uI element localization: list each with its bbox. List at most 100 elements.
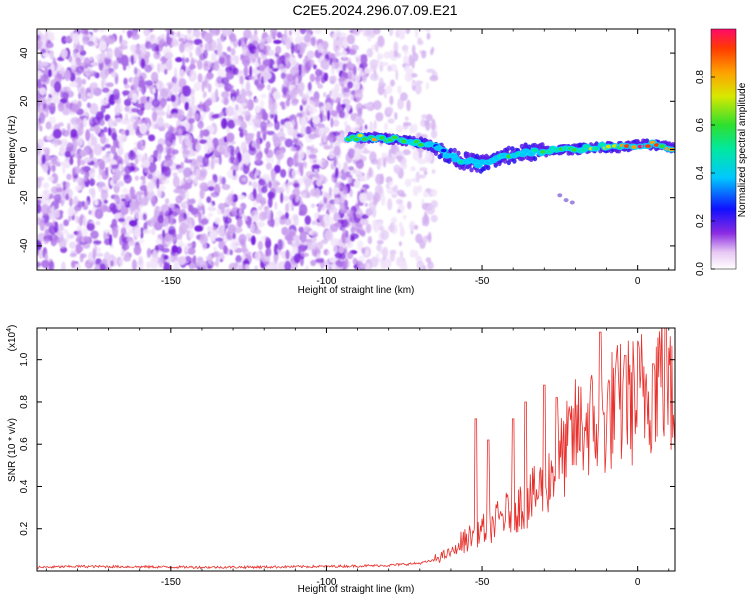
noise-blob <box>95 221 101 226</box>
spectrogram-x-axis: -150 -100 -50 0 <box>45 29 670 287</box>
noise-blob <box>242 152 251 164</box>
noise-blob <box>377 52 381 64</box>
noise-blob <box>164 224 169 234</box>
noise-blob <box>213 251 221 258</box>
noise-blob <box>195 256 204 268</box>
noise-blob <box>347 70 353 81</box>
noise-blob <box>291 169 296 178</box>
noise-blob <box>143 29 151 37</box>
noise-blob <box>178 37 185 42</box>
noise-blob <box>167 158 173 167</box>
noise-blob <box>353 150 361 161</box>
noise-blob <box>177 256 187 266</box>
noise-blob <box>389 95 394 106</box>
noise-blob <box>182 201 186 211</box>
noise-blob <box>212 63 220 71</box>
noise-blob <box>343 38 348 49</box>
noise-blob <box>122 90 131 96</box>
noise-blob <box>199 233 208 246</box>
noise-blob <box>316 179 322 187</box>
noise-blob <box>400 29 407 34</box>
noise-blob <box>338 110 346 119</box>
noise-blob <box>279 101 286 107</box>
noise-blob <box>204 99 212 107</box>
noise-blob <box>155 237 162 245</box>
noise-blob <box>252 201 258 206</box>
noise-blob <box>304 177 312 187</box>
noise-blob <box>91 116 101 126</box>
noise-blob <box>320 239 329 245</box>
noise-blob <box>356 102 363 114</box>
noise-blob <box>92 259 96 266</box>
signal-core <box>401 139 408 144</box>
noise-blob <box>387 65 392 72</box>
noise-blob <box>199 43 203 48</box>
noise-blob <box>323 72 329 82</box>
noise-blob <box>65 102 71 109</box>
noise-blob <box>243 251 252 256</box>
noise-blob <box>335 260 341 266</box>
noise-blob <box>240 238 245 247</box>
noise-blob <box>111 205 117 215</box>
colorbar-tick-label: 0.0 <box>695 262 706 276</box>
y-tick-label: 0.8 <box>19 395 30 409</box>
noise-blob <box>49 116 56 125</box>
noise-blob <box>267 34 272 44</box>
noise-blob <box>124 165 132 174</box>
noise-blob <box>189 51 193 59</box>
x-tick-label: -50 <box>475 276 490 287</box>
noise-blob <box>50 62 55 73</box>
noise-blob <box>248 180 252 186</box>
signal-core <box>472 159 479 164</box>
noise-blob <box>140 58 146 69</box>
noise-blob <box>128 219 138 227</box>
noise-blob <box>242 46 248 56</box>
noise-blob <box>310 259 317 267</box>
noise-blob <box>287 126 295 136</box>
noise-blob <box>171 203 175 212</box>
noise-blob <box>44 30 49 42</box>
noise-blob <box>363 67 373 74</box>
noise-blob <box>273 216 280 227</box>
noise-blob <box>134 209 140 219</box>
signal-tail <box>557 193 563 198</box>
noise-blob <box>83 215 87 227</box>
noise-blob <box>354 93 363 98</box>
noise-blob <box>90 230 99 239</box>
noise-blob <box>89 178 96 187</box>
noise-blob <box>163 261 171 270</box>
signal-band <box>635 139 640 145</box>
noise-blob <box>323 92 327 98</box>
y-tick-label: -20 <box>19 190 30 205</box>
noise-blob <box>144 64 153 73</box>
noise-blob <box>205 106 210 112</box>
noise-blob <box>65 230 70 243</box>
noise-blob <box>317 45 324 50</box>
noise-blob <box>64 181 70 189</box>
noise-blob <box>75 176 82 184</box>
noise-blob <box>351 44 359 51</box>
noise-blob <box>280 169 287 178</box>
noise-blob <box>166 104 171 115</box>
noise-blob <box>62 164 66 175</box>
noise-blob <box>80 253 87 259</box>
noise-blob <box>189 69 196 81</box>
noise-blob <box>298 42 307 52</box>
noise-blob <box>103 78 107 87</box>
noise-blob <box>385 85 393 95</box>
noise-blob <box>43 189 51 199</box>
x-tick-label: -100 <box>316 577 336 588</box>
noise-blob <box>286 90 295 100</box>
noise-blob <box>404 178 412 187</box>
noise-blob <box>284 52 290 58</box>
noise-blob <box>188 204 194 213</box>
noise-blob <box>151 196 157 207</box>
noise-blob <box>211 29 220 37</box>
noise-blob <box>293 253 301 264</box>
noise-blob <box>51 164 56 172</box>
x-tick-label: -100 <box>316 276 336 287</box>
noise-blob <box>245 135 252 145</box>
signal-core <box>623 144 630 148</box>
noise-blob <box>142 213 147 221</box>
noise-blob <box>176 246 182 255</box>
